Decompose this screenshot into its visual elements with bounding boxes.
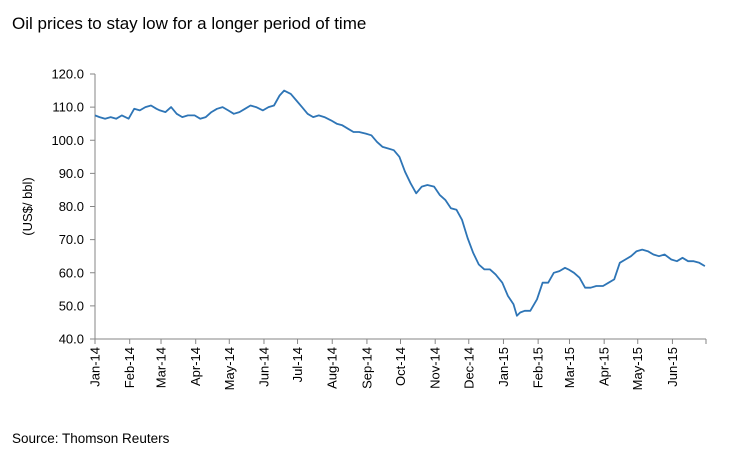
source-note: Source: Thomson Reuters xyxy=(12,431,170,446)
x-tick-label: Jan-15 xyxy=(496,347,511,387)
x-tick-label: May-15 xyxy=(630,347,645,390)
y-tick-label: 50.0 xyxy=(59,298,84,313)
y-axis: 40.0 50.0 60.0 70.0 80.0 90.0 100.0 110.0 120.0 xyxy=(51,67,96,347)
x-tick-label: Jun-14 xyxy=(256,347,271,387)
x-tick-label: Jul-14 xyxy=(290,347,305,382)
x-tick-label: Apr-14 xyxy=(188,347,203,386)
x-tick-label: Nov-14 xyxy=(428,347,443,389)
x-tick-label: Aug-14 xyxy=(325,347,340,389)
x-tick-label: Dec-14 xyxy=(461,347,476,389)
x-tick-label: Feb-15 xyxy=(531,347,546,388)
x-tick-label: Sep-14 xyxy=(359,347,374,389)
y-tick-label: 120.0 xyxy=(51,67,84,82)
x-tick-label: Mar-14 xyxy=(154,347,169,388)
y-tick-label: 80.0 xyxy=(59,199,84,214)
x-axis: Jan-14 Feb-14 Mar-14 Apr-14 May-14 Jun-14 Jul-… xyxy=(88,338,707,390)
series-group xyxy=(94,89,706,317)
y-tick-label: 70.0 xyxy=(59,232,84,247)
x-tick-label: May-14 xyxy=(222,347,237,390)
series-line xyxy=(94,89,706,317)
y-tick-label: 110.0 xyxy=(52,100,84,115)
y-axis-label: (US$/ bbl) xyxy=(20,177,35,236)
x-tick-label: Apr-15 xyxy=(597,347,612,386)
x-tick-label: Jun-15 xyxy=(665,347,680,387)
x-tick-label: Feb-14 xyxy=(122,347,137,388)
chart-title: Oil prices to stay low for a longer peri… xyxy=(12,14,367,33)
y-tick-label: 60.0 xyxy=(59,265,84,280)
y-tick-label: 40.0 xyxy=(59,332,84,347)
x-tick-label: Oct-14 xyxy=(393,347,408,386)
y-tick-label: 90.0 xyxy=(59,166,84,181)
y-tick-label: 100.0 xyxy=(51,133,84,148)
x-tick-label: Mar-15 xyxy=(562,347,577,388)
x-tick-label: Jan-14 xyxy=(88,347,103,387)
